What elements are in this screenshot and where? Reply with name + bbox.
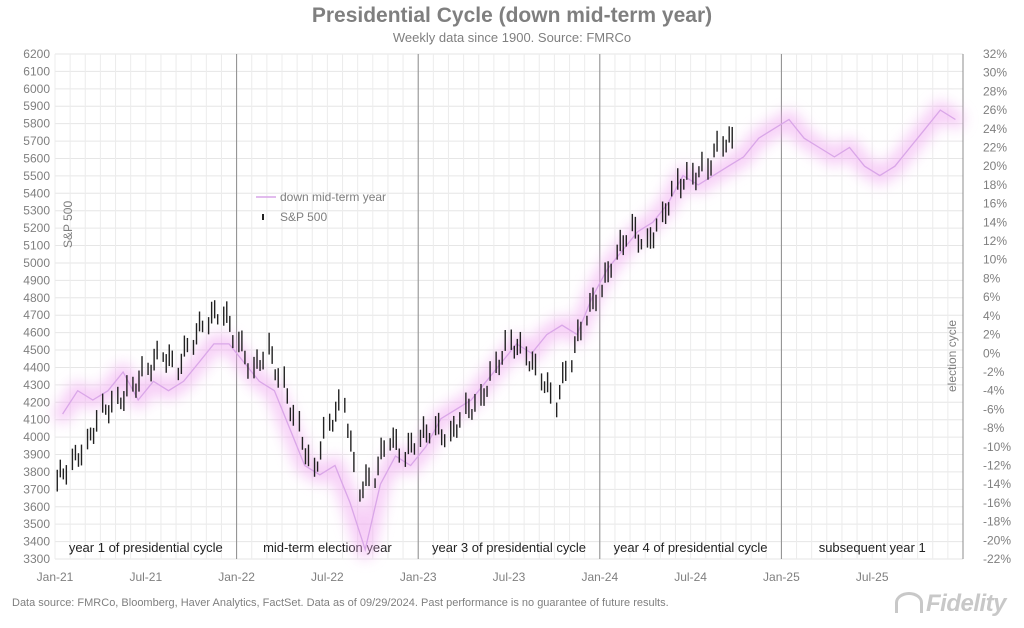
y-tick-left: 5000: [23, 256, 50, 270]
logo-text: Fidelity: [925, 590, 1007, 617]
y-tick-left: 4700: [23, 308, 50, 322]
y-tick-right: -22%: [983, 552, 1011, 566]
y-tick-left: 3900: [23, 448, 50, 462]
y-tick-left: 4100: [23, 413, 50, 427]
x-tick: Jul-22: [311, 570, 344, 584]
y-tick-left: 6000: [23, 82, 50, 96]
y-tick-right: 4%: [983, 309, 1001, 323]
y-tick-right: 0%: [983, 346, 1001, 360]
y-tick-right: -6%: [983, 402, 1005, 416]
y-tick-right: -10%: [983, 440, 1011, 454]
x-tick: Jul-25: [856, 570, 889, 584]
y-tick-left: 4600: [23, 326, 50, 340]
y-tick-left: 6100: [23, 64, 50, 78]
y-tick-right: 30%: [983, 66, 1007, 80]
y-tick-right: 12%: [983, 234, 1007, 248]
y-tick-left: 3700: [23, 482, 50, 496]
chart-title: Presidential Cycle (down mid-term year): [311, 4, 713, 27]
y-tick-left: 4200: [23, 395, 50, 409]
y-tick-left: 4000: [23, 430, 50, 444]
y-tick-right: -18%: [983, 515, 1011, 529]
x-tick: Jan-25: [763, 570, 800, 584]
y-tick-left: 5100: [23, 239, 50, 253]
x-tick: Jan-21: [37, 570, 74, 584]
y-tick-left: 3800: [23, 465, 50, 479]
series-down-mid-term-year: [53, 101, 965, 559]
phase-label: year 4 of presidential cycle: [614, 540, 768, 555]
y-tick-right: 10%: [983, 253, 1007, 267]
y-tick-right: 26%: [983, 103, 1007, 117]
y-tick-left: 3600: [23, 500, 50, 514]
legend: down mid-term year S&P 500: [256, 190, 386, 224]
x-tick: Jul-23: [493, 570, 526, 584]
legend-label-cycle: down mid-term year: [280, 190, 386, 204]
y-axis-label-right: election cycle: [945, 320, 959, 392]
y-tick-right: 24%: [983, 122, 1007, 136]
y-tick-right: 32%: [983, 47, 1007, 61]
y-tick-right: -20%: [983, 533, 1011, 547]
y-tick-right: -14%: [983, 477, 1011, 491]
y-tick-left: 5400: [23, 186, 50, 200]
y-tick-right: 22%: [983, 141, 1007, 155]
x-tick: Jul-24: [674, 570, 707, 584]
footer-note: Data source: FMRCo, Bloomberg, Haver Ana…: [12, 597, 669, 609]
phase-label: year 3 of presidential cycle: [432, 540, 586, 555]
chart-svg: year 1 of presidential cycle mid-term ele…: [23, 47, 1011, 584]
series-cycle-line: [62, 109, 956, 553]
y-tick-left: 6200: [23, 47, 50, 61]
x-tick: Jan-23: [400, 570, 437, 584]
y-tick-left: 5900: [23, 99, 50, 113]
y-tick-left: 4800: [23, 291, 50, 305]
series-sp500: [56, 126, 733, 502]
y-tick-left: 5800: [23, 117, 50, 131]
logo-mark-icon: [894, 592, 923, 613]
x-tick: Jan-22: [218, 570, 255, 584]
y-tick-left: 4300: [23, 378, 50, 392]
y-tick-right: 14%: [983, 215, 1007, 229]
y-tick-right: -12%: [983, 458, 1011, 472]
y-tick-left: 3400: [23, 535, 50, 549]
y-tick-right: 28%: [983, 84, 1007, 98]
x-tick: Jan-24: [581, 570, 618, 584]
grid: [54, 53, 964, 560]
y-axis-label-left: S&P 500: [61, 201, 75, 248]
y-tick-right: 2%: [983, 328, 1001, 342]
y-tick-right: -16%: [983, 496, 1011, 510]
y-tick-left: 4500: [23, 343, 50, 357]
y-tick-right: -4%: [983, 384, 1005, 398]
x-tick: Jul-21: [129, 570, 162, 584]
y-tick-left: 5300: [23, 204, 50, 218]
y-tick-left: 3300: [23, 552, 50, 566]
y-tick-left: 4900: [23, 273, 50, 287]
y-tick-right: 8%: [983, 271, 1001, 285]
y-tick-left: 5500: [23, 169, 50, 183]
phase-label: year 1 of presidential cycle: [69, 540, 223, 555]
y-tick-right: -2%: [983, 365, 1005, 379]
y-tick-right: 16%: [983, 197, 1007, 211]
legend-mark-spx: [262, 214, 264, 220]
phase-label: subsequent year 1: [819, 540, 926, 555]
y-tick-right: 6%: [983, 290, 1001, 304]
y-tick-right: 20%: [983, 159, 1007, 173]
y-tick-right: 18%: [983, 178, 1007, 192]
fidelity-logo: Fidelity: [894, 590, 1007, 618]
axes: 3300 3400 3500 3600 3700 3800 3900 4000 4100 4200…: [23, 47, 1011, 584]
y-tick-right: -8%: [983, 421, 1005, 435]
y-tick-left: 5600: [23, 151, 50, 165]
y-tick-left: 5700: [23, 134, 50, 148]
legend-label-spx: S&P 500: [280, 210, 327, 224]
y-tick-left: 5200: [23, 221, 50, 235]
chart-subtitle: Weekly data since 1900. Source: FMRCo: [392, 30, 632, 45]
y-tick-left: 4400: [23, 360, 50, 374]
y-tick-left: 3500: [23, 517, 50, 531]
phase-dividers: year 1 of presidential cycle mid-term ele…: [69, 54, 964, 559]
